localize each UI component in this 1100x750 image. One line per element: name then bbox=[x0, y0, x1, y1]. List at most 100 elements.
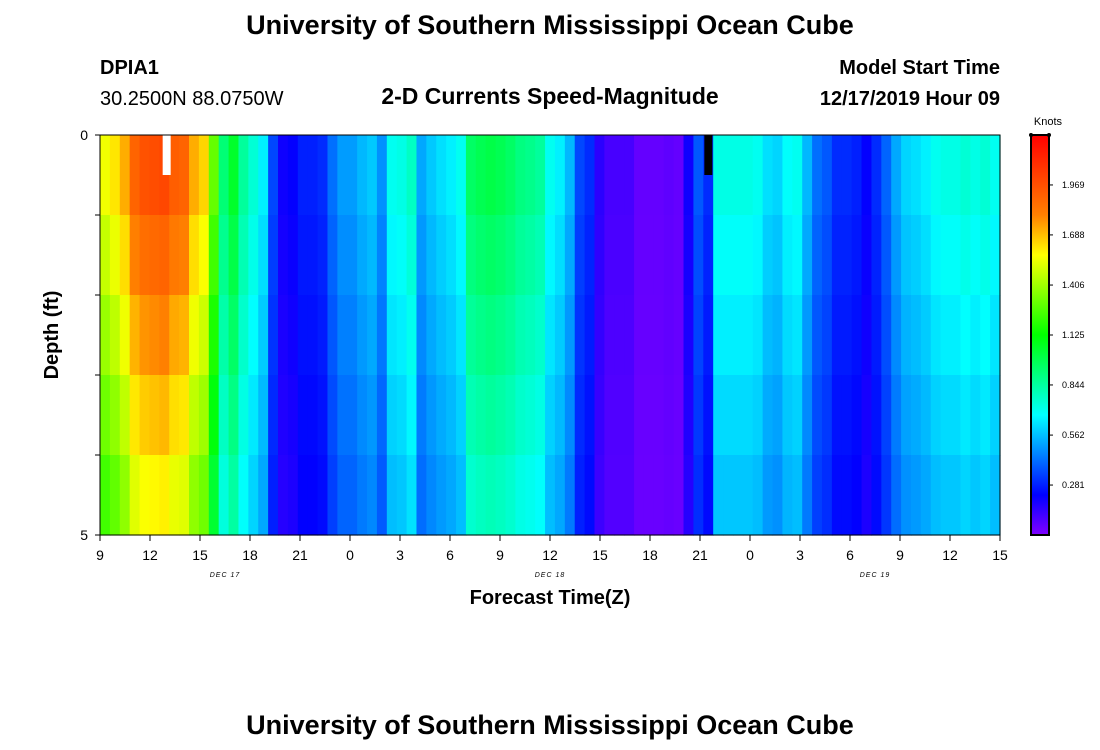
heatmap-cell bbox=[624, 375, 635, 456]
heatmap-cell bbox=[812, 295, 823, 376]
heatmap-cell bbox=[762, 375, 774, 456]
heatmap-cell bbox=[821, 135, 833, 216]
heatmap-cell bbox=[485, 455, 497, 536]
heatmap-cell bbox=[891, 375, 902, 456]
heatmap-cell bbox=[891, 135, 902, 216]
colorbar-tick-label: 1.406 bbox=[1062, 280, 1085, 290]
heatmap-cell bbox=[307, 295, 319, 376]
heatmap-cell bbox=[713, 135, 724, 216]
heatmap-cell bbox=[970, 135, 981, 216]
heatmap-cell bbox=[169, 375, 180, 456]
heatmap-cell bbox=[901, 215, 912, 296]
heatmap-cell bbox=[456, 295, 467, 376]
heatmap-cell bbox=[990, 455, 1001, 536]
heatmap-cell bbox=[960, 375, 971, 456]
heatmap-cell bbox=[208, 215, 220, 296]
heatmap-cell bbox=[208, 135, 220, 216]
heatmap-cell bbox=[554, 375, 566, 456]
heatmap-cell bbox=[762, 455, 774, 536]
heatmap-cell bbox=[258, 215, 269, 296]
heatmap-cell bbox=[456, 455, 467, 536]
heatmap-cell bbox=[218, 455, 230, 536]
heatmap-cell bbox=[278, 455, 289, 536]
heatmap-cell bbox=[683, 455, 695, 536]
heatmap-cell bbox=[683, 135, 695, 216]
x-tick-label: 18 bbox=[242, 547, 258, 563]
heatmap-cell bbox=[614, 135, 625, 216]
heatmap-cell bbox=[752, 215, 764, 296]
heatmap-cell bbox=[367, 295, 378, 376]
heatmap-cell bbox=[317, 135, 329, 216]
heatmap-cell bbox=[930, 375, 942, 456]
heatmap-cell bbox=[574, 295, 586, 376]
heatmap-cell bbox=[703, 215, 714, 296]
heatmap-cell bbox=[386, 455, 398, 536]
heatmap-cell bbox=[624, 135, 635, 216]
heatmap-cell bbox=[179, 215, 190, 296]
heatmap-cell bbox=[396, 375, 408, 456]
heatmap-cell bbox=[406, 295, 418, 376]
heatmap-cell bbox=[238, 215, 249, 296]
heatmap-cell bbox=[129, 375, 141, 456]
heatmap-cell bbox=[436, 295, 447, 376]
heatmap-cell bbox=[278, 135, 289, 216]
heatmap-cell bbox=[100, 295, 111, 376]
heatmap-cell bbox=[307, 455, 319, 536]
heatmap-cell bbox=[693, 375, 704, 456]
heatmap-cell bbox=[287, 375, 299, 456]
heatmap-cell bbox=[287, 135, 299, 216]
heatmap-cell bbox=[545, 375, 556, 456]
heatmap-cell bbox=[643, 455, 655, 536]
x-tick-label: 12 bbox=[142, 547, 158, 563]
heatmap-cell bbox=[812, 215, 823, 296]
heatmap-cell bbox=[258, 295, 269, 376]
heatmap-cell bbox=[228, 135, 240, 216]
heatmap-cell bbox=[930, 295, 942, 376]
heatmap-cell bbox=[792, 135, 803, 216]
heatmap-cell bbox=[812, 375, 823, 456]
heatmap-cell bbox=[802, 295, 813, 376]
main-title: University of Southern Mississippi Ocean… bbox=[246, 10, 854, 40]
heatmap-cell bbox=[426, 455, 437, 536]
heatmap-cell bbox=[238, 135, 249, 216]
heatmap-cell bbox=[891, 215, 902, 296]
heatmap-cell bbox=[347, 215, 358, 296]
heatmap-cell bbox=[218, 375, 230, 456]
heatmap-cell bbox=[525, 455, 536, 536]
colorbar-top-cap bbox=[1029, 133, 1033, 137]
heatmap-cell bbox=[772, 135, 784, 216]
heatmap-cell bbox=[752, 295, 764, 376]
heatmap-cell bbox=[475, 215, 487, 296]
heatmap-cell bbox=[268, 375, 279, 456]
x-tick-label: 12 bbox=[942, 547, 958, 563]
heatmap-cell bbox=[426, 215, 437, 296]
heatmap-cell bbox=[505, 295, 516, 376]
heatmap-cell bbox=[129, 295, 141, 376]
heatmap-cell bbox=[831, 375, 843, 456]
heatmap-cell bbox=[218, 135, 230, 216]
x-tick-label: 21 bbox=[292, 547, 308, 563]
colorbar-tick-label: 0.281 bbox=[1062, 480, 1085, 490]
heatmap-cell bbox=[713, 215, 724, 296]
heatmap-cell bbox=[950, 215, 962, 296]
heatmap-cell bbox=[376, 455, 388, 536]
heatmap-cell bbox=[198, 215, 210, 296]
heatmap-cell bbox=[139, 295, 151, 376]
heatmap-cell bbox=[485, 135, 497, 216]
heatmap-cell bbox=[465, 455, 477, 536]
heatmap-cell bbox=[258, 455, 269, 536]
heatmap-cell bbox=[703, 455, 714, 536]
heatmap-cell bbox=[515, 135, 526, 216]
heatmap-cell bbox=[990, 135, 1001, 216]
heatmap-cell bbox=[574, 455, 586, 536]
heatmap-cell bbox=[871, 295, 882, 376]
heatmap-cell bbox=[891, 295, 902, 376]
heatmap-cell bbox=[386, 295, 398, 376]
heatmap-cell bbox=[732, 295, 744, 376]
heatmap-cell bbox=[347, 455, 358, 536]
heatmap-cell bbox=[673, 215, 685, 296]
heatmap-cell bbox=[327, 455, 338, 536]
heatmap-cell bbox=[228, 215, 240, 296]
heatmap-cell bbox=[802, 215, 813, 296]
heatmap-cell bbox=[208, 375, 220, 456]
